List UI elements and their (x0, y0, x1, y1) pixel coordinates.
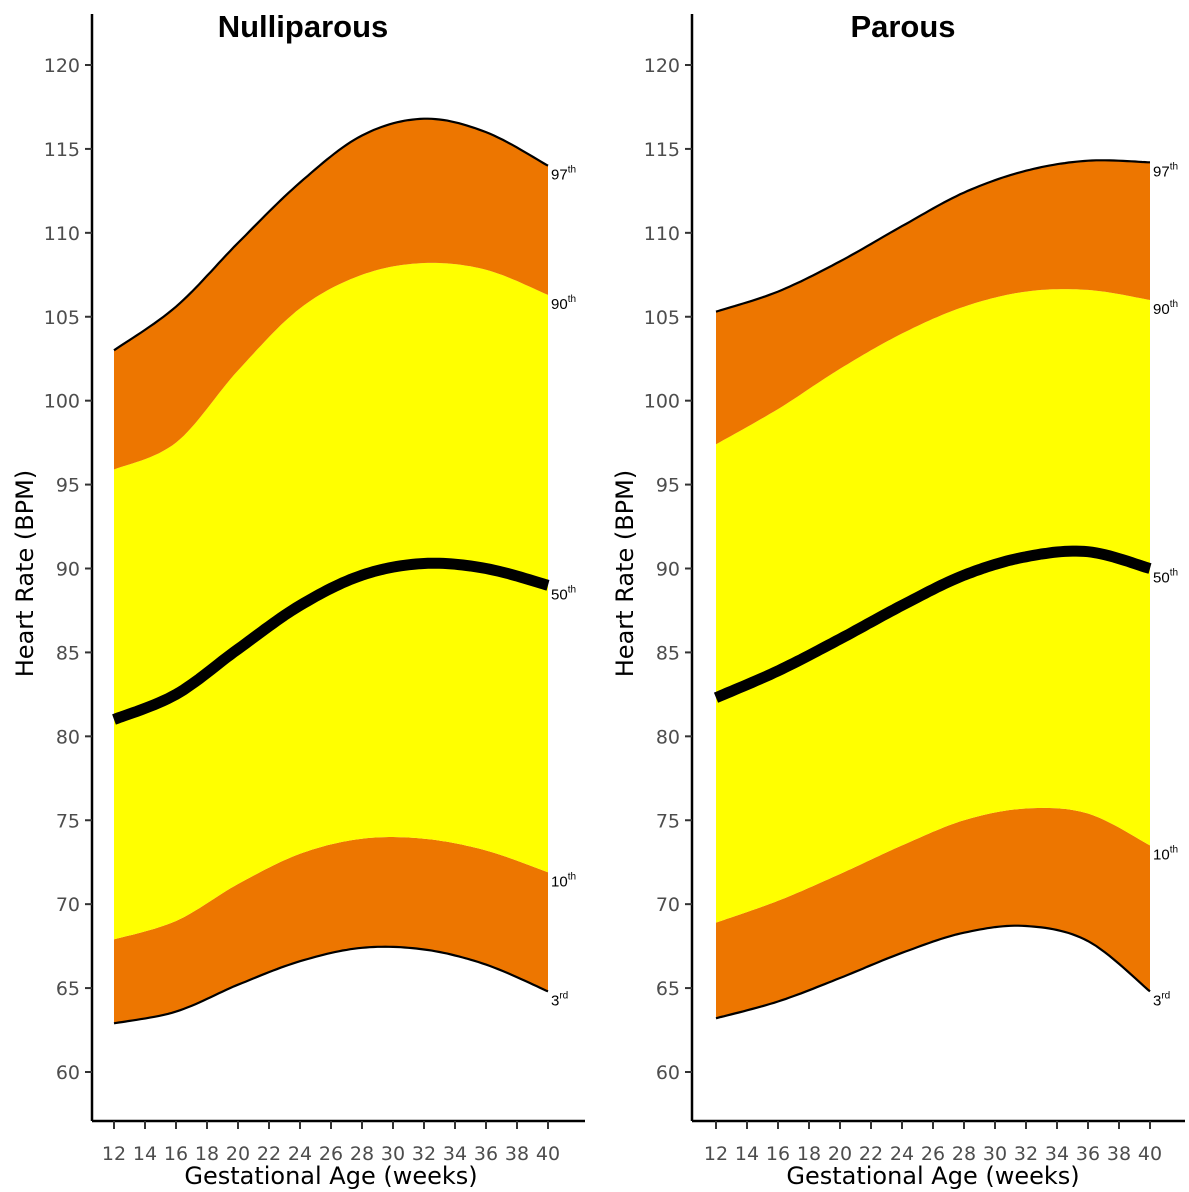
y-tick-label: 105 (44, 307, 80, 329)
x-tick-label: 36 (1076, 1143, 1100, 1165)
x-tick-label: 20 (828, 1143, 852, 1165)
x-tick-label: 14 (133, 1143, 157, 1165)
y-tick-label: 90 (656, 559, 680, 581)
x-tick-label: 26 (921, 1143, 945, 1165)
x-tick-label: 22 (859, 1143, 883, 1165)
y-tick-label: 65 (56, 978, 80, 1000)
x-tick-label: 38 (505, 1143, 529, 1165)
x-tick-label: 24 (288, 1143, 312, 1165)
percentile-label-10th: 10th (551, 871, 576, 890)
line-3rd (715, 924, 1151, 1020)
y-tick-label: 90 (56, 559, 80, 581)
x-tick-label: 14 (735, 1143, 759, 1165)
x-tick-label: 18 (797, 1143, 821, 1165)
percentile-label-50th: 50th (1153, 568, 1178, 587)
y-tick-label: 95 (656, 475, 680, 497)
chart-title: Nulliparous (218, 9, 389, 44)
band-90th-97th (114, 118, 548, 470)
y-tick-label: 110 (644, 223, 680, 245)
x-tick-label: 34 (443, 1143, 467, 1165)
x-tick-label: 28 (952, 1143, 976, 1165)
x-tick-label: 32 (1014, 1143, 1038, 1165)
y-tick-label: 65 (656, 978, 680, 1000)
y-tick-label: 70 (656, 894, 680, 916)
y-tick-label: 110 (44, 223, 80, 245)
y-tick-label: 95 (56, 475, 80, 497)
x-tick-label: 30 (983, 1143, 1007, 1165)
x-tick-label: 24 (890, 1143, 914, 1165)
line-50th (112, 557, 550, 725)
band-90th-97th (716, 160, 1150, 445)
x-tick-label: 40 (1138, 1143, 1162, 1165)
band-3rd-10th (114, 837, 548, 1024)
x-tick-label: 12 (704, 1143, 728, 1165)
x-tick-label: 12 (102, 1143, 126, 1165)
x-tick-label: 22 (257, 1143, 281, 1165)
x-tick-label: 18 (195, 1143, 219, 1165)
y-tick-label: 85 (56, 642, 80, 664)
band-3rd-10th (716, 807, 1150, 1019)
y-tick-label: 75 (56, 810, 80, 832)
y-tick-label: 80 (56, 726, 80, 748)
percentile-label-3rd: 3rd (1153, 990, 1170, 1009)
y-axis-label: Heart Rate (BPM) (611, 470, 639, 677)
y-tick-label: 100 (644, 391, 680, 413)
percentile-label-3rd: 3rd (551, 990, 568, 1009)
y-tick-label: 100 (44, 391, 80, 413)
y-tick-label: 70 (56, 894, 80, 916)
y-tick-label: 115 (44, 139, 80, 161)
x-tick-label: 28 (350, 1143, 374, 1165)
percentile-label-90th: 90th (1153, 299, 1178, 318)
x-tick-label: 16 (766, 1143, 790, 1165)
nulliparous-chart: 60 65 70 75 80 85 90 95 100 105 110 115 120 12 14 16 18 2… (11, 9, 585, 1190)
x-tick-label: 20 (226, 1143, 250, 1165)
nulliparous-chart-panel: 60 65 70 75 80 85 90 95 100 105 110 115 120 12 14 16 18 2… (0, 0, 594, 1192)
x-tick-label: 38 (1107, 1143, 1131, 1165)
band-10th-90th (716, 289, 1150, 923)
x-tick-label: 34 (1045, 1143, 1069, 1165)
y-tick-label: 60 (656, 1062, 680, 1084)
percentile-label-10th: 10th (1153, 844, 1178, 863)
x-tick-label: 36 (474, 1143, 498, 1165)
x-tick-label: 40 (536, 1143, 560, 1165)
x-tick-label: 16 (164, 1143, 188, 1165)
y-tick-label: 75 (656, 810, 680, 832)
line-97th (715, 159, 1150, 313)
x-axis-label: Gestational Age (weeks) (184, 1162, 477, 1190)
y-tick-label: 120 (644, 55, 680, 77)
y-tick-label: 120 (44, 55, 80, 77)
line-3rd (113, 945, 549, 1025)
x-tick-label: 30 (381, 1143, 405, 1165)
percentile-label-97th: 97th (1153, 161, 1178, 180)
line-50th (713, 545, 1152, 703)
parous-chart-panel: 60 65 70 75 80 85 90 95 100 105 110 115 120 12 14 16 18 2… (600, 0, 1189, 1192)
chart-title: Parous (850, 9, 955, 44)
y-tick-label: 60 (56, 1062, 80, 1084)
x-tick-label: 26 (319, 1143, 343, 1165)
percentile-label-50th: 50th (551, 584, 576, 603)
y-axis-label: Heart Rate (BPM) (11, 470, 39, 677)
percentile-label-90th: 90th (551, 294, 576, 313)
y-tick-label: 80 (656, 726, 680, 748)
band-10th-90th (114, 262, 548, 940)
parous-chart: 60 65 70 75 80 85 90 95 100 105 110 115 120 12 14 16 18 2… (611, 9, 1185, 1190)
x-axis-label: Gestational Age (weeks) (786, 1162, 1079, 1190)
y-tick-label: 85 (656, 642, 680, 664)
y-tick-label: 115 (644, 139, 680, 161)
percentile-label-97th: 97th (551, 165, 576, 184)
line-97th (113, 117, 549, 352)
y-tick-label: 105 (644, 307, 680, 329)
x-tick-label: 32 (412, 1143, 436, 1165)
